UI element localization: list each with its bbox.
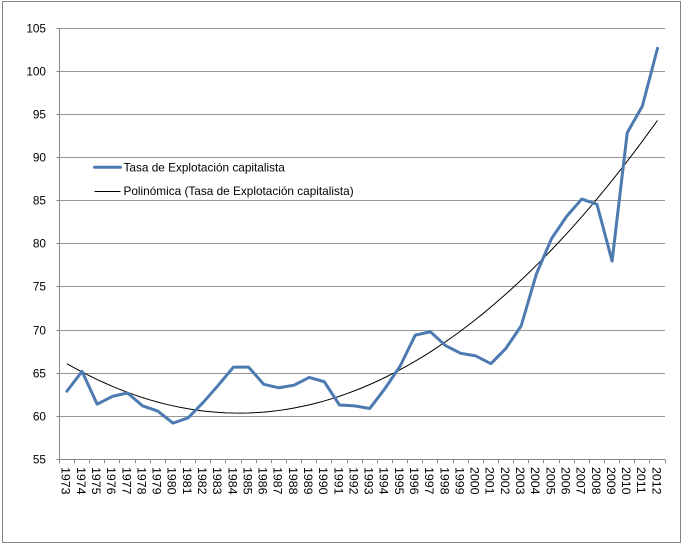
svg-text:90: 90 [33, 151, 47, 165]
svg-text:1993: 1993 [362, 467, 376, 495]
svg-text:1994: 1994 [377, 467, 391, 495]
svg-text:2006: 2006 [558, 467, 572, 495]
svg-text:75: 75 [33, 280, 47, 294]
svg-text:1977: 1977 [119, 467, 133, 495]
svg-text:2011: 2011 [634, 467, 648, 494]
svg-text:60: 60 [33, 410, 47, 424]
svg-text:80: 80 [33, 237, 47, 251]
svg-text:2007: 2007 [574, 467, 588, 495]
svg-text:1983: 1983 [210, 467, 224, 495]
svg-text:1984: 1984 [225, 467, 239, 495]
svg-text:1992: 1992 [346, 467, 360, 495]
svg-text:1987: 1987 [271, 467, 285, 495]
svg-text:2003: 2003 [513, 467, 527, 495]
svg-text:1989: 1989 [301, 467, 315, 495]
svg-text:1979: 1979 [150, 467, 164, 495]
svg-text:2012: 2012 [649, 467, 663, 495]
svg-text:1988: 1988 [286, 467, 300, 495]
svg-text:Tasa de Explotación capitalist: Tasa de Explotación capitalista [124, 160, 286, 174]
svg-text:2002: 2002 [498, 467, 512, 495]
svg-text:1996: 1996 [407, 467, 421, 495]
svg-text:1982: 1982 [195, 467, 209, 495]
svg-text:2001: 2001 [483, 467, 497, 495]
svg-text:2009: 2009 [604, 467, 618, 495]
svg-text:1973: 1973 [59, 467, 73, 495]
svg-text:2005: 2005 [543, 467, 557, 495]
svg-text:85: 85 [33, 194, 47, 208]
svg-text:2004: 2004 [528, 467, 542, 495]
svg-text:1981: 1981 [180, 467, 194, 495]
svg-text:1999: 1999 [452, 467, 466, 495]
svg-text:Polinómica (Tasa de Explotació: Polinómica (Tasa de Explotación capitali… [124, 184, 354, 198]
svg-text:1985: 1985 [240, 467, 254, 495]
svg-text:1975: 1975 [89, 467, 103, 495]
svg-text:1991: 1991 [331, 467, 345, 495]
svg-text:1976: 1976 [104, 467, 118, 495]
svg-text:70: 70 [33, 324, 47, 338]
svg-text:2000: 2000 [468, 467, 482, 495]
svg-text:1974: 1974 [74, 467, 88, 495]
svg-text:55: 55 [33, 453, 47, 467]
svg-text:100: 100 [26, 65, 46, 79]
svg-text:1997: 1997 [422, 467, 436, 495]
svg-text:1995: 1995 [392, 467, 406, 495]
svg-text:1986: 1986 [256, 467, 270, 495]
svg-text:2008: 2008 [589, 467, 603, 495]
svg-text:2010: 2010 [619, 467, 633, 495]
svg-text:65: 65 [33, 367, 47, 381]
svg-text:1980: 1980 [165, 467, 179, 495]
svg-text:1990: 1990 [316, 467, 330, 495]
svg-text:1978: 1978 [134, 467, 148, 495]
svg-text:95: 95 [33, 108, 47, 122]
svg-text:105: 105 [26, 22, 46, 36]
svg-text:1998: 1998 [437, 467, 451, 495]
